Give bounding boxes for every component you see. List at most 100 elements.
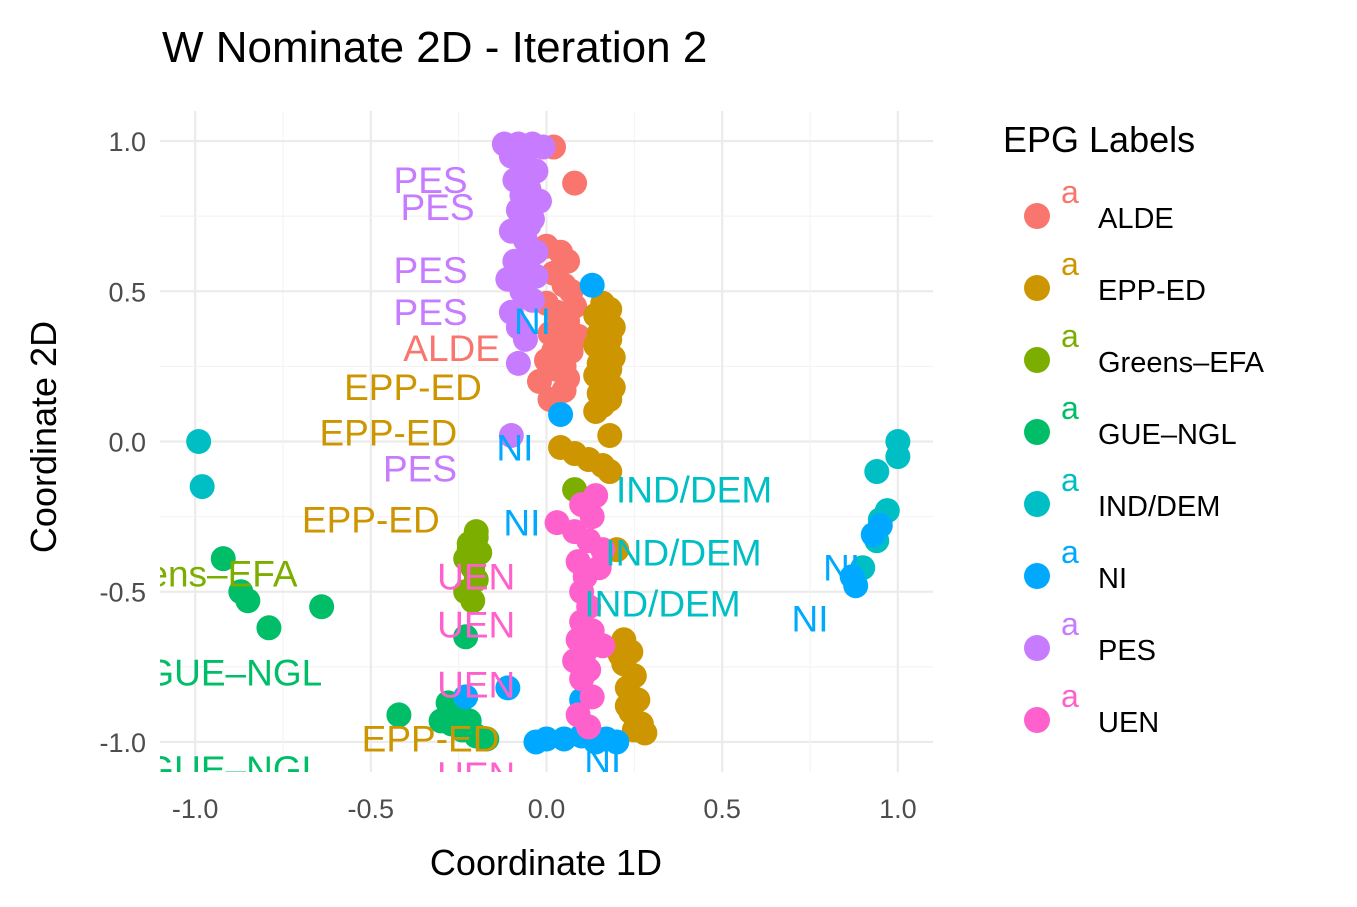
legend-key-dot: [1024, 491, 1050, 517]
data-point: [576, 714, 602, 740]
legend-key-dot: [1024, 563, 1050, 589]
x-tick-label: 0.5: [703, 794, 741, 824]
point-label: EPP-ED: [302, 499, 440, 540]
point-label: EPP-ED: [320, 412, 458, 453]
point-label: PES: [394, 250, 468, 291]
point-label: ALDE: [403, 328, 500, 369]
x-axis-ticks: -1.0 -0.5 0.0 0.5 1.0: [172, 794, 917, 824]
x-axis-title: Coordinate 1D: [430, 842, 662, 883]
data-point: [186, 429, 212, 454]
data-point: [474, 726, 500, 752]
data-point: [428, 708, 454, 734]
data-point: [632, 720, 658, 746]
legend-item: a EPP-ED: [1024, 246, 1206, 307]
legend-item: a UEN: [1024, 678, 1159, 739]
data-point: [523, 263, 549, 289]
data-point: [551, 353, 577, 379]
point-label: NI: [503, 502, 540, 543]
data-point: [586, 555, 612, 581]
legend-label: UEN: [1098, 707, 1159, 739]
data-point: [495, 675, 521, 701]
point-label: PES: [383, 448, 457, 489]
data-point: [548, 401, 574, 427]
data-point: [839, 564, 865, 590]
point-label: EPP-ED: [362, 719, 500, 760]
data-point: [569, 666, 595, 692]
point-label: UEN: [437, 755, 515, 796]
y-tick-label: 0.0: [108, 428, 146, 458]
y-tick-label: 1.0: [108, 127, 146, 157]
x-tick-label: 1.0: [879, 794, 917, 824]
legend-key-dot: [1024, 275, 1050, 301]
legend-title: EPG Labels: [1003, 119, 1195, 160]
legend-label: Greens–EFA: [1098, 347, 1265, 379]
point-label: GUE–NGL: [145, 749, 322, 790]
legend-label: NI: [1098, 563, 1127, 595]
point-label: UEN: [437, 556, 515, 597]
data-point: [463, 525, 489, 551]
point-label: IND/DEM: [605, 532, 761, 573]
data-point: [864, 459, 890, 485]
series-GUE–NGL: [210, 546, 500, 752]
y-axis-title: Coordinate 2D: [23, 321, 64, 553]
y-tick-label: 0.5: [108, 277, 146, 307]
data-point: [523, 729, 549, 755]
data-point: [562, 293, 588, 319]
series-NI: [453, 272, 893, 755]
legend-key-dot: [1024, 347, 1050, 373]
data-point: [597, 422, 623, 448]
data-point: [614, 693, 640, 719]
point-label: NI: [823, 547, 860, 588]
data-point: [498, 422, 524, 448]
series-PES: [491, 131, 556, 448]
data-point: [456, 708, 482, 734]
legend-label: IND/DEM: [1098, 491, 1220, 523]
data-point: [579, 684, 605, 710]
point-label: GUE–NGL: [145, 653, 322, 694]
data-point: [512, 326, 538, 352]
chart-title: W Nominate 2D - Iteration 2: [162, 23, 707, 72]
legend-key-glyph: a: [1061, 462, 1079, 498]
point-label: IND/DEM: [584, 584, 740, 625]
x-tick-label: -0.5: [348, 794, 395, 824]
legend-key-dot: [1024, 707, 1050, 733]
data-point: [526, 368, 552, 394]
legend-key-dot: [1024, 419, 1050, 445]
legend-key-glyph: a: [1061, 390, 1079, 426]
point-label: EPP-ED: [344, 367, 482, 408]
x-tick-label: -1.0: [172, 794, 219, 824]
legend-label: EPP-ED: [1098, 275, 1206, 307]
legend-key-glyph: a: [1061, 174, 1079, 210]
series-Greens–EFA: [453, 477, 588, 614]
legend-item: a GUE–NGL: [1024, 390, 1237, 451]
legend: EPG Labels a ALDE a EPP-ED a Greens–EFA a GUE–N…: [1003, 119, 1265, 739]
data-point: [235, 588, 261, 614]
data-point: [583, 398, 609, 424]
point-label: UEN: [437, 665, 515, 706]
data-point: [256, 615, 282, 641]
data-point: [453, 624, 479, 650]
data-point: [579, 504, 605, 530]
x-tick-label: 0.0: [528, 794, 566, 824]
point-label: IND/DEM: [616, 469, 772, 510]
legend-key-dot: [1024, 203, 1050, 229]
legend-item: a NI: [1024, 534, 1127, 595]
legend-item: a ALDE: [1024, 174, 1174, 235]
legend-label: GUE–NGL: [1098, 419, 1237, 451]
legend-key-dot: [1024, 635, 1050, 661]
point-label: NI: [496, 427, 533, 468]
data-point: [885, 444, 911, 470]
point-label: NI: [584, 740, 621, 781]
y-tick-label: -0.5: [99, 578, 146, 608]
legend-label: PES: [1098, 635, 1156, 667]
data-point: [530, 134, 556, 160]
data-point: [579, 272, 605, 298]
point-label: Greens–EFA: [86, 553, 298, 594]
series-ALDE: [526, 134, 591, 412]
data-point: [189, 474, 215, 500]
series-EPP-ED: [548, 290, 658, 746]
legend-key-glyph: a: [1061, 606, 1079, 642]
data-point: [519, 287, 545, 313]
legend-key-glyph: a: [1061, 534, 1079, 570]
